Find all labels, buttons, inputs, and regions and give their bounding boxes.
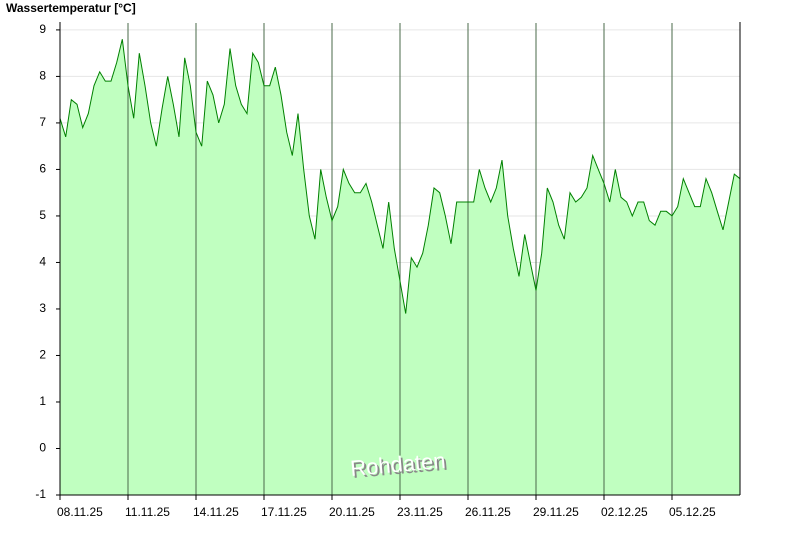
x-tick-label: 11.11.25 [125,505,170,519]
x-tick-label: 29.11.25 [533,505,579,519]
x-tick-label: 05.12.25 [669,505,716,519]
line [59,39,741,314]
x-tick-label: 14.11.25 [193,505,239,519]
y-tick-label: 3 [39,301,46,315]
y-tick-label: 2 [39,348,46,362]
y-tick-label: 4 [39,255,46,269]
y-tick-label: 1 [39,394,46,408]
x-tick-label: 23.11.25 [397,505,443,519]
y-tick-label: 7 [39,115,46,129]
x-tick-label: 08.11.25 [57,505,103,519]
y-tick-label: 5 [39,208,46,222]
x-tick-label: 26.11.25 [465,505,511,519]
x-tick-label: 02.12.25 [601,505,648,519]
y-tick-label: -1 [35,487,46,501]
x-tick-label: 20.11.25 [329,505,375,519]
area [60,39,740,495]
chart-title: Wassertemperatur [°C] [6,1,136,15]
y-tick-label: 9 [39,22,46,36]
y-tick-label: 6 [39,162,46,176]
x-tick-label: 17.11.25 [261,505,307,519]
y-tick-label: 0 [39,441,46,455]
y-tick-label: 8 [39,69,46,83]
